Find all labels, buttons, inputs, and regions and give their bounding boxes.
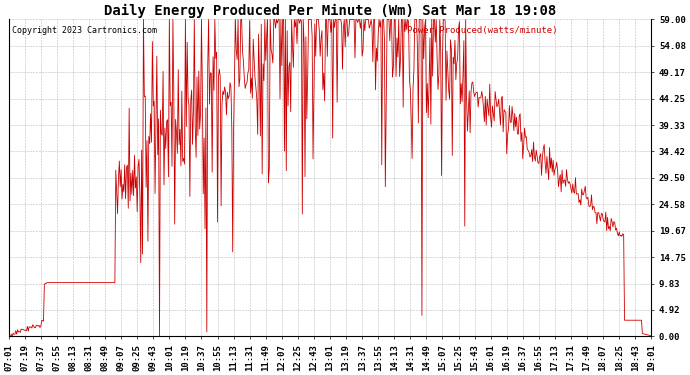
Text: Copyright 2023 Cartronics.com: Copyright 2023 Cartronics.com xyxy=(12,26,157,35)
Title: Daily Energy Produced Per Minute (Wm) Sat Mar 18 19:08: Daily Energy Produced Per Minute (Wm) Sa… xyxy=(104,4,556,18)
Text: Power Produced(watts/minute): Power Produced(watts/minute) xyxy=(407,26,558,35)
